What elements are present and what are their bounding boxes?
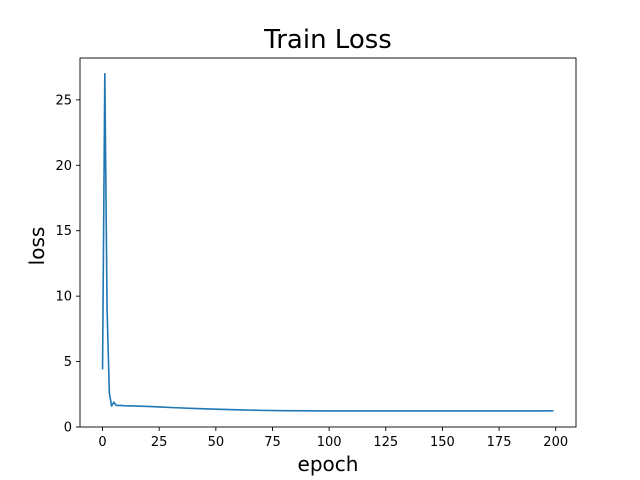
x-tick-label: 100 (317, 435, 342, 450)
x-tick-label: 75 (264, 435, 281, 450)
x-tick-label: 25 (151, 435, 168, 450)
plot-area (79, 57, 577, 428)
x-tick-label: 200 (543, 435, 568, 450)
series-line-0 (101, 72, 554, 412)
y-axis-label: loss (25, 227, 49, 266)
y-tick-label: 10 (55, 290, 72, 305)
y-tick-label: 15 (55, 224, 72, 239)
y-tick-label: 20 (55, 159, 72, 174)
y-tick-label: 5 (64, 355, 72, 370)
x-axis-label: epoch (298, 452, 359, 476)
plot-frame (79, 57, 577, 428)
y-axis: 0 5 10 15 20 25 (55, 93, 80, 436)
y-tick-label: 0 (64, 421, 72, 436)
x-tick-label: 125 (373, 435, 398, 450)
x-tick-label: 0 (98, 435, 106, 450)
x-tick-label: 175 (487, 435, 512, 450)
x-tick-label: 50 (208, 435, 225, 450)
x-axis: 0 25 50 75 100 125 150 175 200 (98, 427, 568, 450)
chart-title: Train Loss (263, 25, 392, 55)
x-tick-label: 150 (430, 435, 455, 450)
y-tick-label: 25 (55, 93, 72, 108)
